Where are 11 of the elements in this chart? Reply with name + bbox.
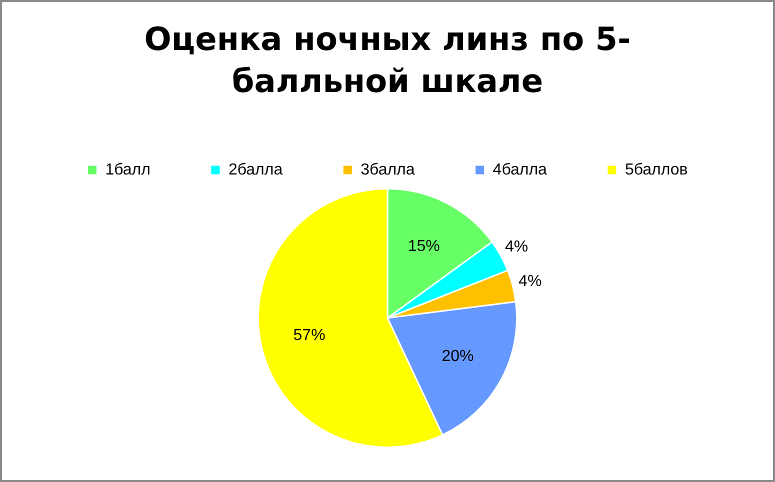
legend-label: 3балла [360,161,415,178]
data-label: 57% [293,326,326,344]
legend-label: 2балла [228,161,283,178]
legend-label: 1балл [105,161,150,178]
data-label: 4% [518,272,542,290]
data-label: 4% [504,238,528,256]
legend-label: 5баллов [624,161,688,178]
chart-title: Оценка ночных линз по 5-балльной шкале [143,19,632,102]
data-label: 15% [408,238,440,256]
legend-label: 4балла [492,161,548,178]
data-label: 20% [442,348,474,366]
